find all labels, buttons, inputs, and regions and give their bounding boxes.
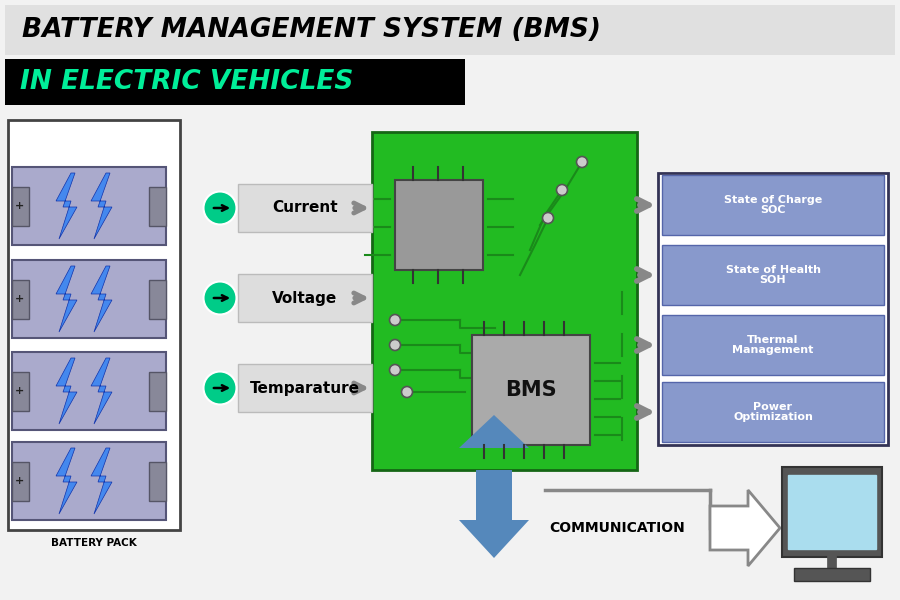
Text: +: +	[15, 386, 24, 396]
FancyBboxPatch shape	[658, 173, 888, 445]
Polygon shape	[91, 173, 112, 239]
Circle shape	[390, 340, 400, 350]
FancyBboxPatch shape	[5, 59, 465, 105]
Text: Power
Optimization: Power Optimization	[734, 401, 813, 422]
FancyBboxPatch shape	[12, 280, 29, 319]
FancyBboxPatch shape	[149, 187, 166, 226]
Polygon shape	[710, 490, 780, 566]
Text: BMS: BMS	[505, 380, 557, 400]
FancyBboxPatch shape	[788, 475, 876, 549]
Circle shape	[556, 185, 568, 196]
FancyBboxPatch shape	[149, 371, 166, 410]
FancyBboxPatch shape	[238, 364, 372, 412]
FancyBboxPatch shape	[476, 470, 512, 523]
FancyBboxPatch shape	[12, 352, 166, 430]
FancyBboxPatch shape	[5, 5, 895, 55]
Circle shape	[577, 157, 588, 167]
Polygon shape	[459, 520, 529, 558]
Text: BATTERY MANAGEMENT SYSTEM (BMS): BATTERY MANAGEMENT SYSTEM (BMS)	[22, 17, 601, 43]
Text: State of Health
SOH: State of Health SOH	[725, 265, 821, 286]
Text: COMMUNICATION: COMMUNICATION	[549, 521, 685, 535]
Text: +: +	[15, 201, 24, 211]
Polygon shape	[56, 266, 77, 332]
Polygon shape	[91, 358, 112, 424]
FancyBboxPatch shape	[149, 461, 166, 500]
Polygon shape	[56, 358, 77, 424]
Text: Voltage: Voltage	[273, 290, 338, 305]
FancyBboxPatch shape	[12, 167, 166, 245]
Text: Current: Current	[272, 200, 338, 215]
FancyBboxPatch shape	[12, 371, 29, 410]
Text: +: +	[15, 294, 24, 304]
FancyBboxPatch shape	[662, 382, 884, 442]
Circle shape	[390, 314, 400, 325]
FancyBboxPatch shape	[12, 442, 166, 520]
FancyBboxPatch shape	[472, 335, 590, 445]
FancyBboxPatch shape	[662, 175, 884, 235]
Polygon shape	[56, 448, 77, 514]
FancyBboxPatch shape	[12, 260, 166, 338]
FancyBboxPatch shape	[12, 187, 29, 226]
FancyBboxPatch shape	[12, 461, 29, 500]
Circle shape	[203, 281, 237, 314]
FancyBboxPatch shape	[238, 274, 372, 322]
FancyBboxPatch shape	[149, 280, 166, 319]
FancyBboxPatch shape	[794, 568, 870, 581]
Text: IN ELECTRIC VEHICLES: IN ELECTRIC VEHICLES	[20, 69, 354, 95]
FancyBboxPatch shape	[238, 184, 372, 232]
Polygon shape	[91, 448, 112, 514]
Text: Thermal
Management: Thermal Management	[733, 335, 814, 355]
FancyBboxPatch shape	[782, 467, 882, 557]
Text: +: +	[15, 476, 24, 486]
Circle shape	[401, 386, 412, 397]
FancyBboxPatch shape	[662, 315, 884, 375]
Polygon shape	[91, 266, 112, 332]
Circle shape	[203, 191, 237, 224]
Circle shape	[203, 371, 237, 404]
Text: BATTERY PACK: BATTERY PACK	[51, 538, 137, 548]
FancyBboxPatch shape	[372, 132, 637, 470]
Circle shape	[390, 365, 400, 376]
Circle shape	[543, 212, 553, 223]
FancyBboxPatch shape	[8, 120, 180, 530]
FancyBboxPatch shape	[395, 180, 483, 270]
Text: Temparature: Temparature	[250, 380, 360, 395]
Polygon shape	[459, 415, 529, 448]
Text: State of Charge
SOC: State of Charge SOC	[724, 194, 822, 215]
FancyBboxPatch shape	[662, 245, 884, 305]
Polygon shape	[56, 173, 77, 239]
